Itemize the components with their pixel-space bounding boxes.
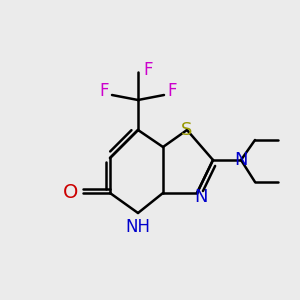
Text: F: F: [99, 82, 109, 100]
Text: N: N: [234, 151, 248, 169]
Text: O: O: [63, 184, 79, 202]
Text: NH: NH: [125, 218, 151, 236]
Text: F: F: [167, 82, 177, 100]
Text: S: S: [181, 121, 193, 139]
Text: F: F: [143, 61, 153, 79]
Text: N: N: [194, 188, 208, 206]
